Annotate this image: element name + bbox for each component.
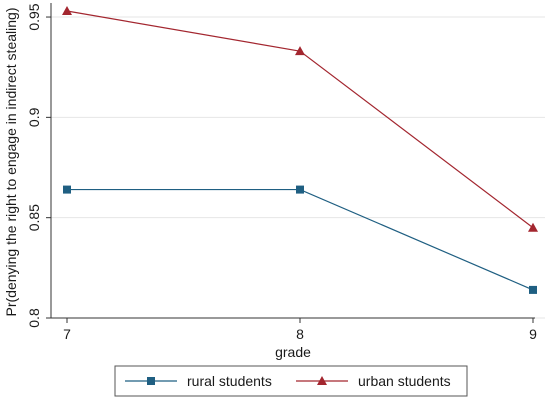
axes [50, 3, 535, 319]
series-lines [62, 6, 538, 294]
series-urban-students [62, 6, 538, 232]
legend: rural students urban students [114, 365, 468, 397]
plot-background [50, 0, 548, 318]
x-tick-label: 9 [529, 326, 537, 342]
y-tick-label: 0.95 [26, 3, 42, 30]
data-point-rural-students [529, 285, 537, 294]
y-tick-label: 0.8 [26, 308, 42, 328]
legend-marker-urban-students [317, 376, 327, 385]
data-point-urban-students [295, 46, 305, 56]
x-axis-title: grade [275, 344, 311, 360]
x-tick-label: 8 [296, 326, 304, 342]
y-tick-label: 0.85 [26, 204, 42, 231]
legend-label-urban-students: urban students [358, 373, 451, 389]
series-rural-students [63, 185, 537, 294]
data-point-urban-students [62, 6, 72, 16]
y-ticks: 0.8 0.85 0.9 0.95 [26, 3, 51, 328]
y-axis-title: Pr(denying the right to engage in indire… [3, 8, 19, 317]
data-point-rural-students [63, 185, 71, 194]
data-point-urban-students [528, 222, 538, 232]
x-ticks: 7 8 9 [63, 318, 537, 342]
legend-marker-rural-students [147, 377, 155, 385]
y-tick-label: 0.9 [26, 107, 42, 127]
legend-items: rural students urban students [125, 373, 451, 389]
legend-label-rural-students: rural students [187, 373, 272, 389]
x-tick-label: 7 [63, 326, 71, 342]
data-point-rural-students [296, 185, 304, 194]
